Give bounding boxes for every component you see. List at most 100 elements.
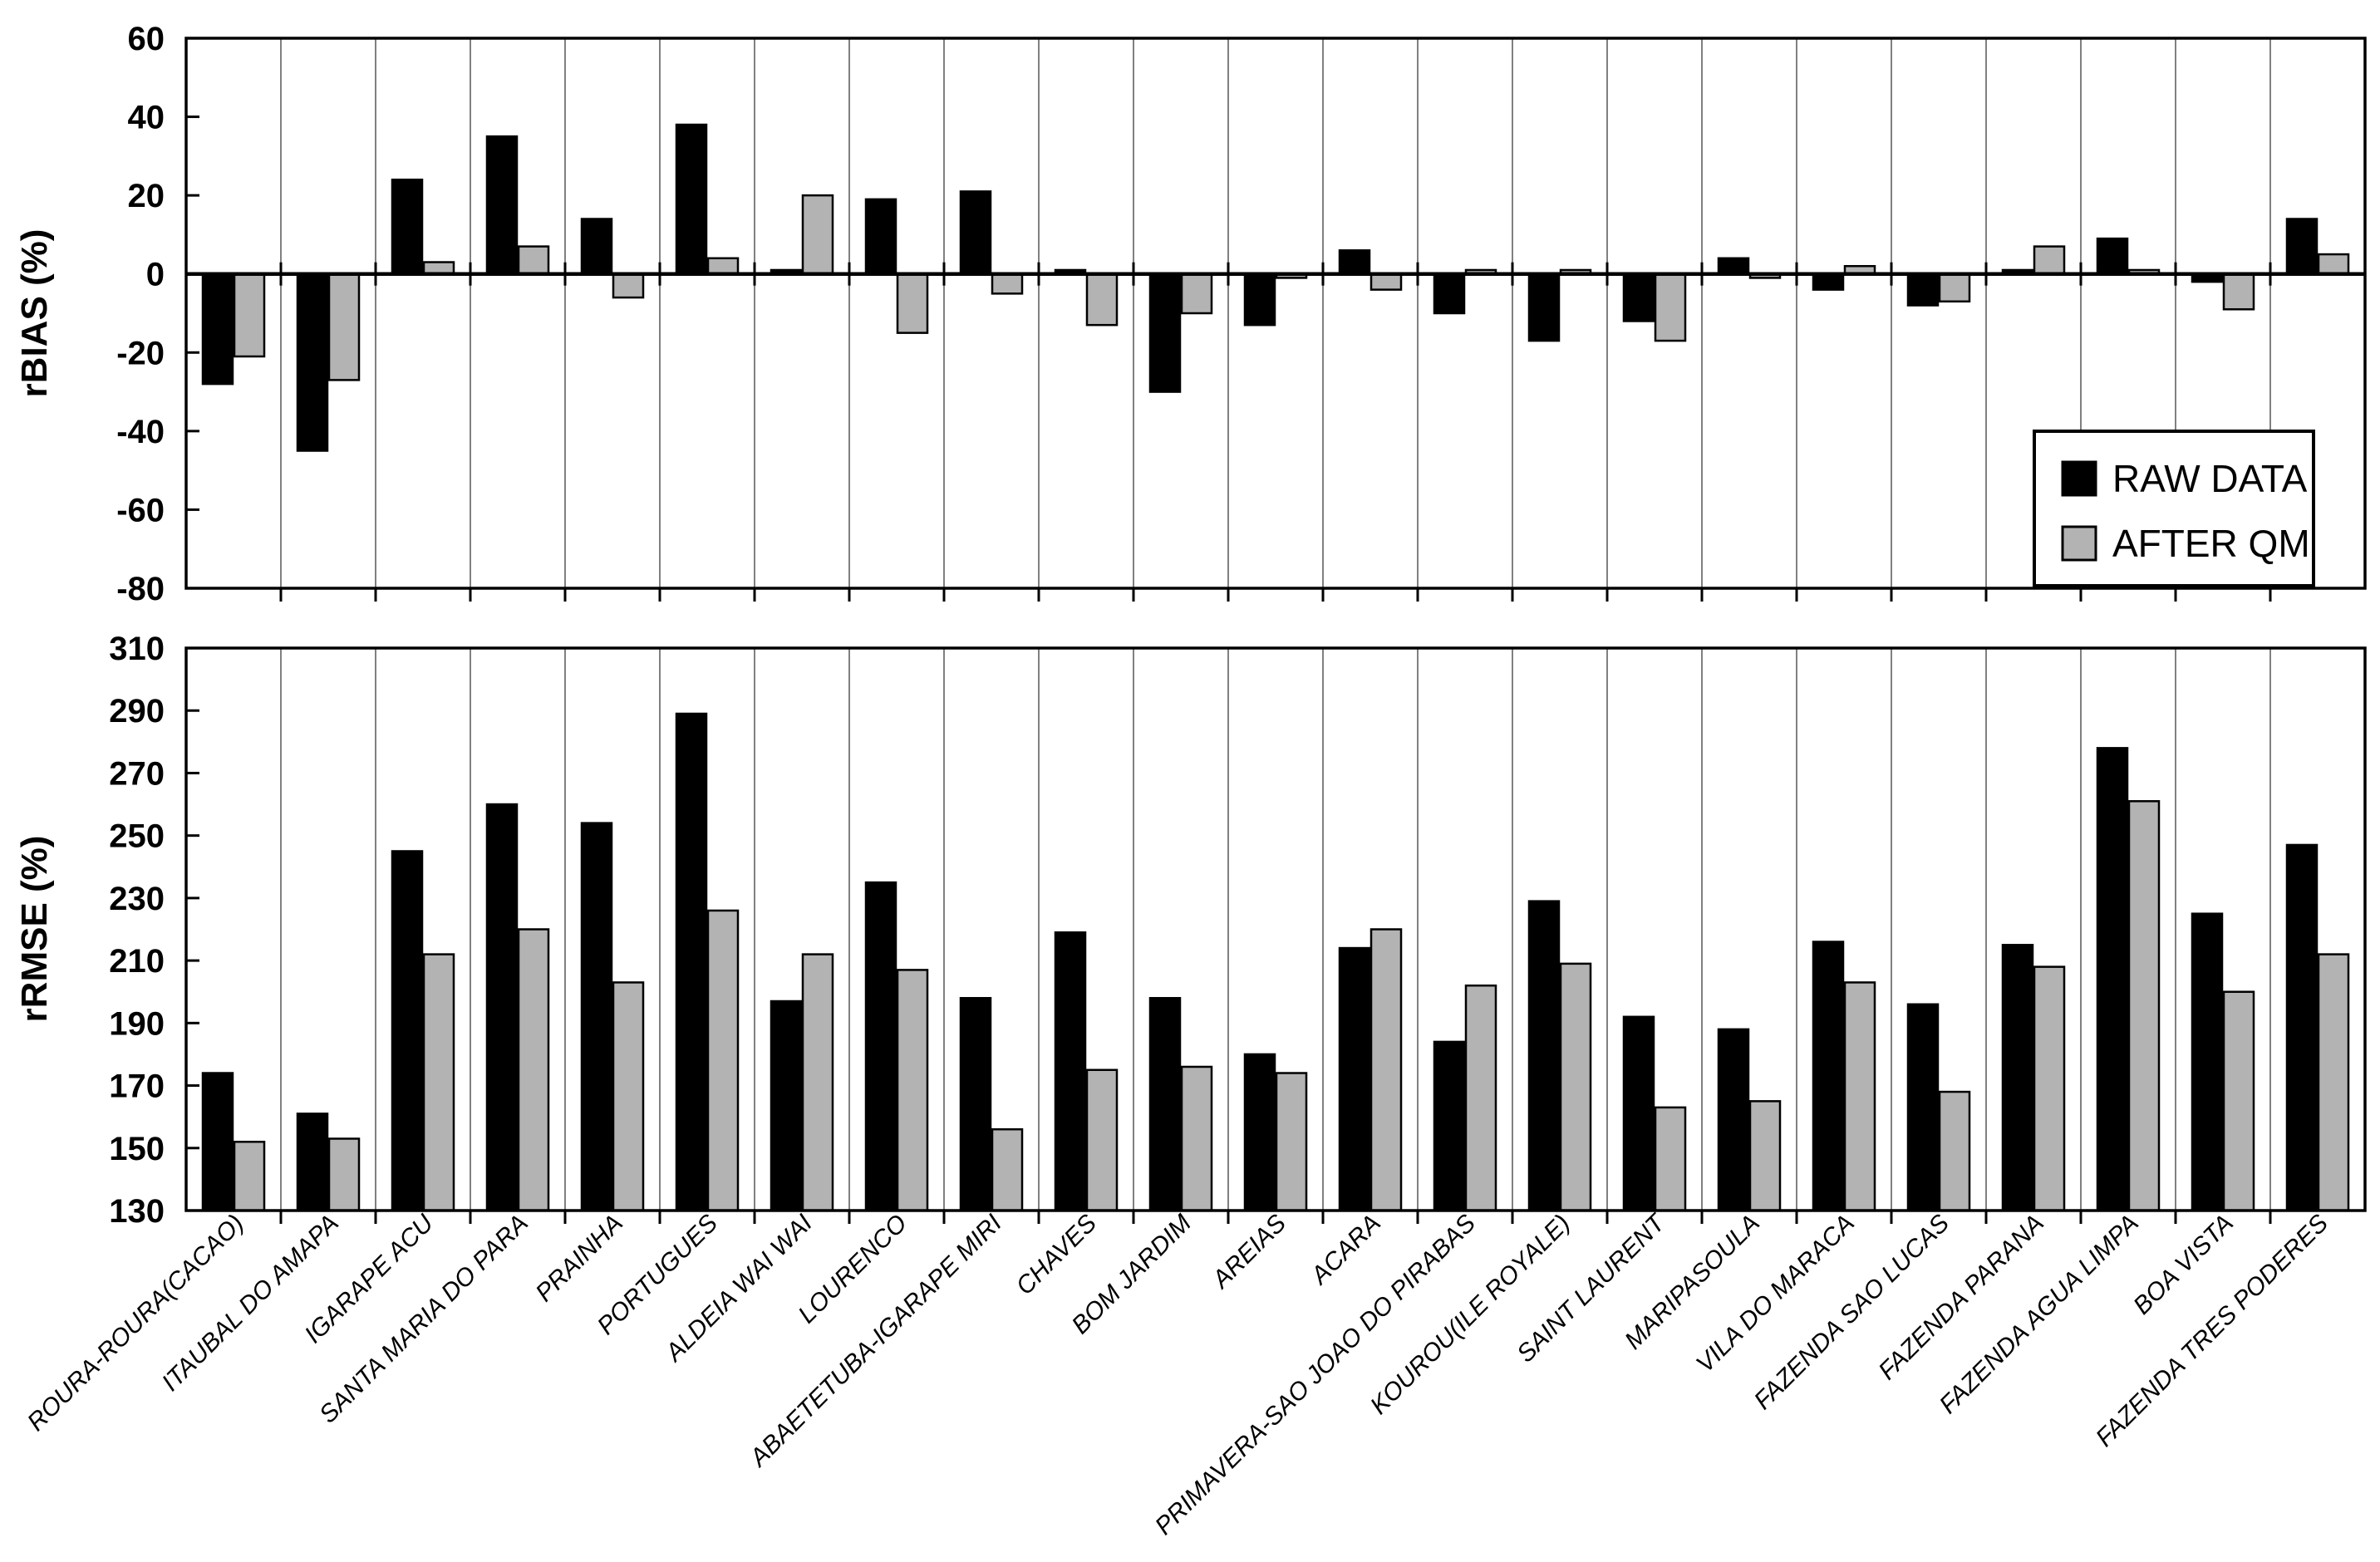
after-qm-bar [801,194,834,275]
raw-data-bar [675,712,708,1212]
raw-data-bar [675,123,708,275]
raw-data-bar [1717,1028,1750,1212]
after-qm-bar [1180,1065,1213,1212]
raw-data-bar [2285,843,2319,1212]
after-qm-bar [517,245,550,275]
y-axis-tick-label: -60 [116,492,165,528]
x-category-label: ACARA [1305,1210,1386,1291]
y-axis-tick-label: 310 [109,631,165,667]
y-axis-tick-label: 270 [109,755,165,792]
panel-border [184,646,2367,1212]
raw-data-bar [1906,273,1940,307]
raw-data-bar [864,198,897,275]
after-qm-bar [2033,965,2066,1212]
after-qm-bar [1180,273,1213,315]
after-qm-bar [706,257,740,275]
after-qm-bar [1085,273,1119,327]
raw-data-bar [959,190,992,275]
raw-data-bar [296,273,329,452]
y-axis-tick-label: 250 [109,818,165,855]
raw-data-bar [580,218,613,275]
legend-label: AFTER QM [2112,522,2310,565]
after-qm-bar [1654,1106,1687,1212]
after-qm-bar [706,909,740,1212]
after-qm-bar [1369,273,1403,291]
after-qm-bar [2317,953,2350,1212]
after-qm-bar [327,1137,361,1212]
raw-data-bar [1527,273,1561,342]
legend-swatch-after-qm [2061,525,2097,562]
raw-data-bar [1243,1053,1276,1212]
raw-data-bar [1812,941,1845,1212]
after-qm-bar [1085,1068,1119,1212]
after-qm-bar [991,1127,1024,1212]
after-qm-bar [1464,984,1497,1212]
y-axis-tick-label: 20 [128,178,165,214]
raw-data-bar [485,803,519,1212]
raw-data-bar [2001,944,2034,1212]
y-axis-tick-label: 60 [128,21,165,57]
after-qm-bar [233,1141,266,1212]
after-qm-bar [1559,962,1592,1212]
x-category-label: PRIMAVERA-SAO JOAO DO PIRABAS [1150,1210,1481,1540]
raw-data-bar [2096,237,2129,275]
after-qm-bar [1938,1090,1971,1212]
raw-data-bar [1622,1015,1655,1212]
x-category-label: FAZENDA PARANA [1873,1210,2049,1386]
after-qm-bar [896,969,929,1212]
after-qm-bar [422,953,455,1212]
after-qm-bar [896,273,929,334]
legend-swatch-raw-data [2061,460,2097,497]
raw-data-bar [1812,273,1845,291]
rbias-panel: 60 40 20 0 -20 -40 -60 -80 [116,21,2367,607]
after-qm-bar [1369,928,1403,1212]
x-category-label: CHAVES [1011,1210,1102,1300]
y-axis-tick-label: 230 [109,881,165,917]
raw-data-bar [1148,996,1182,1212]
y-axis-tick-label: -80 [116,571,165,607]
after-qm-bar [2127,800,2161,1212]
x-category-label: FAZENDA SAO LUCAS [1749,1210,1955,1415]
rrmse-panel: 310 290 270 250 230 210 190 170 150 130 [109,631,2367,1230]
raw-data-bar [580,822,613,1212]
x-category-label: KOUROU(ILE ROYALE) [1365,1210,1576,1420]
legend: RAW DATA AFTER QM [2033,430,2315,587]
y-axis-tick-label: -20 [116,335,165,371]
raw-data-bar [485,135,519,275]
x-axis-category-labels: ROURA-ROURA(CACAO)ITAUBAL DO AMAPAIGARAP… [22,1208,2333,1540]
y-axis-tick-label: 0 [146,257,165,293]
raw-data-bar [1148,273,1182,393]
y-axis-tick-label: 210 [109,943,165,980]
raw-data-bar [1433,1040,1466,1212]
raw-data-bar [1433,273,1466,315]
after-qm-bar [1275,1072,1308,1212]
x-category-label: FAZENDA AGUA LIMPA [1935,1210,2144,1419]
raw-data-bar [1906,1003,1940,1212]
after-qm-bar [1748,1100,1782,1212]
y-axis-tick-label: 170 [109,1068,165,1105]
raw-data-bar [1054,931,1087,1212]
raw-data-bar [1338,249,1371,275]
x-category-label: PRAINHA [530,1210,628,1308]
after-qm-bar [1654,273,1687,342]
raw-data-bar [1338,946,1371,1212]
after-qm-bar [233,273,266,358]
raw-data-bar [2096,747,2129,1212]
after-qm-bar [2222,273,2255,311]
after-qm-bar [801,953,834,1212]
raw-data-bar [2191,912,2224,1212]
raw-data-bar [1622,273,1655,322]
after-qm-bar [1843,981,1876,1212]
after-qm-bar [612,273,645,299]
after-qm-bar [2033,245,2066,275]
after-qm-bar [1938,273,1971,303]
after-qm-bar [327,273,361,381]
raw-data-bar [201,1072,234,1212]
y-axis-tick-label: 130 [109,1193,165,1230]
raw-data-bar [391,178,424,275]
after-qm-bar [991,273,1024,295]
after-qm-bar [2317,253,2350,275]
raw-data-bar [296,1113,329,1212]
rbias-axis-title: rBIAS (%) [14,229,55,398]
